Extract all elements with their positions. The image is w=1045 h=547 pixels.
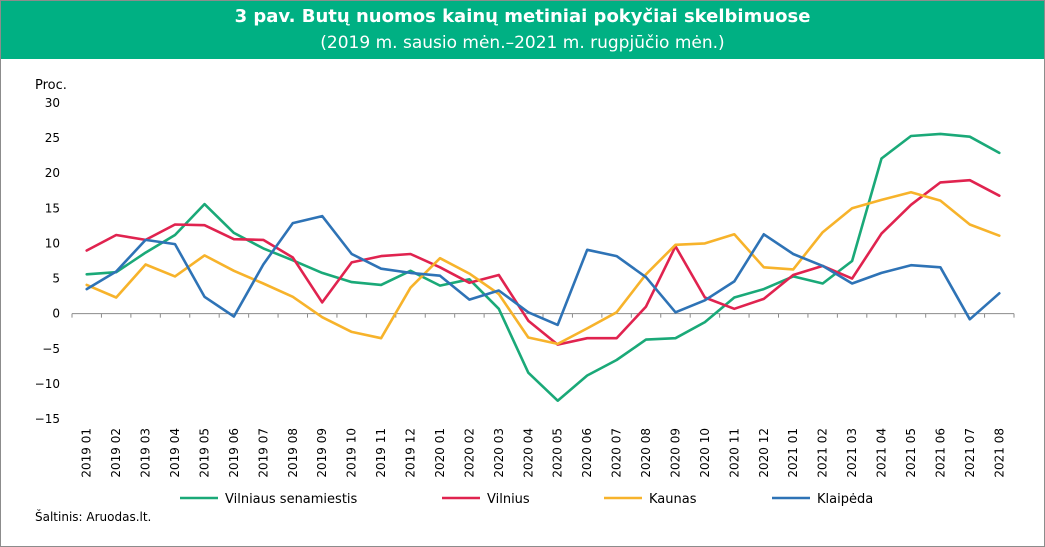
x-tick-label: 2021 03: [845, 428, 859, 478]
y-axis-label: Proc.: [35, 78, 67, 93]
y-tick-label: 0: [52, 307, 60, 321]
series-line-1: [85, 132, 1001, 403]
chart-title: 3 pav. Butų nuomos kainų metiniai pokyči…: [234, 6, 811, 27]
series-line-4: [85, 214, 1001, 327]
y-tick-label: −5: [42, 342, 60, 356]
x-tick-label: 2019 12: [404, 428, 418, 478]
x-tick-label: 2020 10: [698, 428, 712, 478]
y-tick-label: 20: [45, 166, 60, 180]
y-tick-label: 5: [52, 272, 60, 286]
x-tick-label: 2019 10: [345, 428, 359, 478]
x-tick-label: 2020 11: [727, 428, 741, 478]
x-tick-label: 2019 05: [197, 428, 211, 478]
x-tick-label: 2020 05: [551, 428, 565, 478]
x-tick-label: 2019 08: [286, 428, 300, 478]
x-tick-label: 2021 06: [933, 428, 947, 478]
x-tick-label: 2020 09: [668, 428, 682, 478]
y-tick-label: 15: [45, 201, 60, 215]
source-note: Šaltinis: Aruodas.lt.: [35, 510, 152, 524]
x-tick-label: 2020 04: [521, 428, 535, 478]
x-tick-label: 2021 02: [816, 428, 830, 478]
x-tick-label: 2019 11: [374, 428, 388, 478]
chart-subtitle: (2019 m. sausio mėn.–2021 m. rugpjūčio m…: [320, 33, 725, 53]
series-line-2: [85, 178, 1001, 346]
x-tick-label: 2019 06: [227, 428, 241, 478]
chart-header: 3 pav. Butų nuomos kainų metiniai pokyči…: [1, 1, 1044, 59]
legend-label: Vilniaus senamiestis: [225, 492, 358, 507]
x-tick-label: 2021 04: [875, 428, 889, 478]
series-line-3: [85, 190, 1001, 346]
x-tick-label: 2019 09: [315, 428, 329, 478]
x-tick-label: 2020 08: [639, 428, 653, 478]
x-tick-label: 2019 01: [80, 428, 94, 478]
x-tick-label: 2020 07: [610, 428, 624, 478]
x-tick-label: 2019 02: [109, 428, 123, 478]
y-tick-label: 30: [45, 96, 60, 110]
y-tick-label: −15: [35, 412, 60, 426]
legend-label: Vilnius: [487, 492, 530, 507]
y-tick-label: 25: [45, 131, 60, 145]
x-tick-label: 2020 03: [492, 428, 506, 478]
x-tick-label: 2020 12: [757, 428, 771, 478]
x-tick-label: 2020 02: [462, 428, 476, 478]
y-tick-label: 10: [45, 236, 60, 250]
x-tick-label: 2020 01: [433, 428, 447, 478]
legend-label: Klaipėda: [817, 492, 873, 507]
x-tick-label: 2019 07: [256, 428, 270, 478]
x-tick-label: 2021 07: [963, 428, 977, 478]
legend-label: Kaunas: [649, 492, 697, 507]
y-tick-label: −10: [35, 377, 60, 391]
x-tick-label: 2019 03: [139, 428, 153, 478]
x-tick-label: 2021 08: [992, 428, 1006, 478]
x-tick-label: 2020 06: [580, 428, 594, 478]
x-tick-label: 2021 05: [904, 428, 918, 478]
x-tick-label: 2019 04: [168, 428, 182, 478]
x-tick-label: 2021 01: [786, 428, 800, 478]
